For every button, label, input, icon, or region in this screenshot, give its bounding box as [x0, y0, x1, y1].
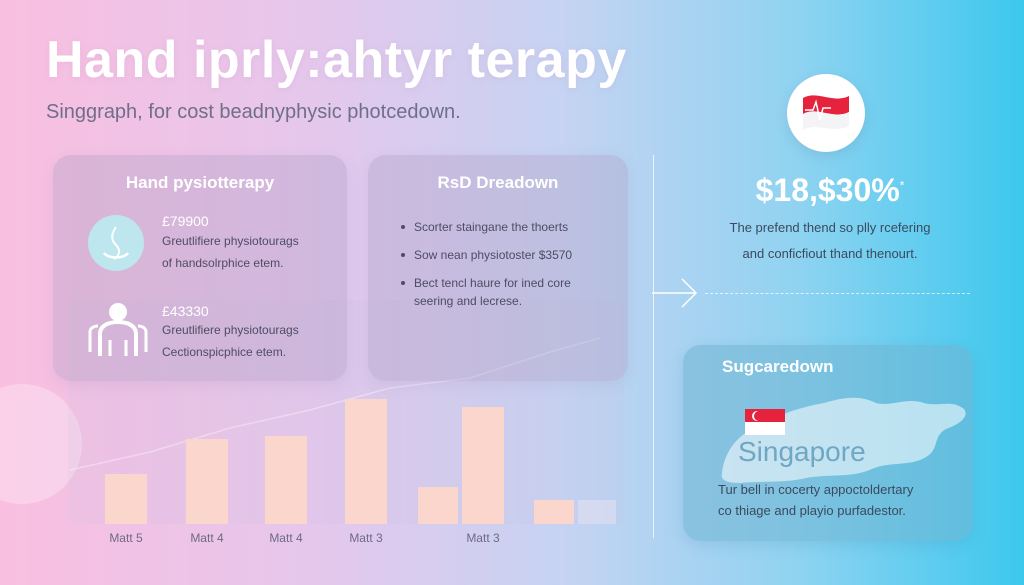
page-title: Hand iprly:ahtyr terapy [46, 31, 627, 89]
chart-bar [578, 500, 616, 524]
page-subtitle: Singgraph, for cost beadnyphysic photced… [46, 101, 461, 123]
bullet-item: Scorter staingane the thoerts [400, 218, 610, 236]
chart-bar [186, 439, 228, 524]
highlight-caption-line2: and conficfiout thand thenourt. [742, 246, 918, 261]
x-tick-label: Matt 4 [190, 531, 224, 545]
dashed-divider [705, 293, 970, 294]
item-desc-line2: of handsolrphice etem. [162, 256, 284, 270]
item-desc-line2: Cectionspicphice etem. [162, 345, 287, 359]
singapore-map [721, 397, 966, 483]
bullet-list: Scorter staingane the thoerts Sow nean p… [400, 218, 610, 320]
map-text-line1: Tur bell in cocerty appoctoldertary [718, 482, 914, 497]
breakdown-card: RsD Dreadown [368, 155, 628, 381]
singapore-flag-icon [745, 409, 785, 435]
highlight-value: $18,$30%* [755, 172, 905, 208]
chart-bar [265, 436, 307, 524]
people-icon [88, 303, 148, 356]
item-desc-line1: Greutlifiere physiotourags [162, 323, 299, 337]
item-price: £79900 [162, 213, 209, 229]
chart-bar [462, 407, 504, 524]
country-label: Singapore [738, 436, 866, 467]
map-card-title: Sugcaredown [722, 357, 834, 376]
hand-icon [88, 215, 144, 271]
flag-badge-icon [787, 74, 865, 152]
chart-bar [105, 474, 147, 524]
x-tick-label: Matt 4 [269, 531, 303, 545]
card-title: Hand pysiotterapy [125, 173, 275, 192]
chart-bar [345, 399, 387, 524]
bullet-item: Bect tencl haure for ined core seering a… [400, 274, 610, 310]
chart-bar [418, 487, 458, 524]
x-tick-label: Matt 3 [349, 531, 383, 545]
arrow-right-icon [652, 278, 698, 308]
x-tick-label: Matt 3 [466, 531, 500, 545]
card-title: RsD Dreadown [437, 173, 559, 192]
item-price: £43330 [162, 303, 209, 319]
x-tick-label: Matt 5 [109, 531, 143, 545]
chart-bar [534, 500, 574, 524]
bullet-item: Sow nean physiotoster $3570 [400, 246, 610, 264]
item-desc-line1: Greutlifiere physiotourags [162, 234, 299, 248]
highlight-caption-line1: The prefend thend so plly rcefering [729, 220, 931, 235]
vertical-divider [653, 155, 654, 538]
map-text-line2: co thiage and playio purfadestor. [718, 503, 906, 518]
